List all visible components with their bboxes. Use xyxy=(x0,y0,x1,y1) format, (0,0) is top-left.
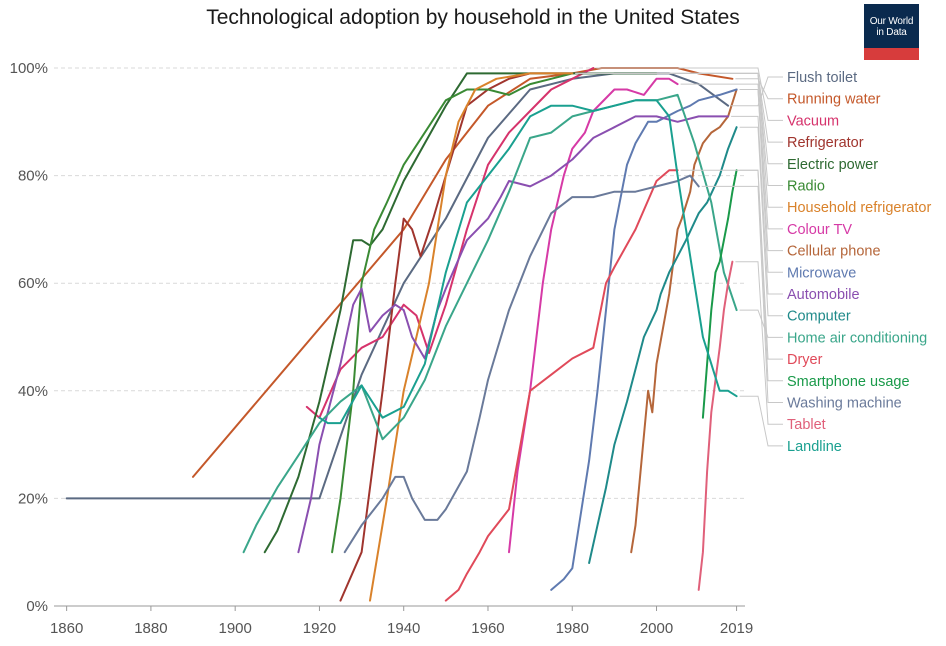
chart-axes: 0% 20% 40% 60% 80% 100% 1860 1880 1900 1920 1940 19… xyxy=(10,60,754,637)
our-world-in-data-logo[interactable]: Our World in Data xyxy=(864,4,919,60)
legend-connector xyxy=(731,76,783,107)
series-line-household-refrigerator[interactable] xyxy=(369,72,574,602)
y-tick-label: 100% xyxy=(10,60,48,77)
series-line-dryer[interactable] xyxy=(444,169,679,602)
x-tick-label: 1860 xyxy=(50,620,83,637)
legend-label-colour-tv[interactable]: Colour TV xyxy=(787,222,852,238)
legend-label-landline[interactable]: Landline xyxy=(787,439,842,455)
logo-text-line2: in Data xyxy=(876,27,907,38)
series-line-running-water[interactable] xyxy=(192,67,734,478)
legend-connectors xyxy=(575,67,783,447)
x-tick-label: 1920 xyxy=(303,620,336,637)
legend-label-running-water[interactable]: Running water xyxy=(787,92,881,108)
x-tick-label: 2019 xyxy=(720,620,753,637)
series-line-automobile[interactable] xyxy=(297,115,730,554)
legend-connector xyxy=(575,72,783,186)
legend-connector xyxy=(680,169,783,360)
y-tick-label: 0% xyxy=(26,598,48,615)
series-line-refrigerator[interactable] xyxy=(339,72,574,602)
y-tick-label: 80% xyxy=(18,168,48,185)
logo-accent-bar xyxy=(864,48,919,60)
series-line-radio[interactable] xyxy=(331,72,574,554)
series-line-washing-machine[interactable] xyxy=(343,174,700,554)
legend-label-smartphone-usage[interactable]: Smartphone usage xyxy=(787,374,910,390)
legend-label-household-refrigerator[interactable]: Household refrigerator xyxy=(787,200,931,216)
legend-connector xyxy=(575,72,783,208)
x-tick-label: 1900 xyxy=(218,620,251,637)
legend-label-dryer[interactable]: Dryer xyxy=(787,352,823,368)
series-line-vacuum[interactable] xyxy=(305,67,595,419)
legend-connector xyxy=(739,89,783,273)
series-line-electric-power[interactable] xyxy=(263,72,658,554)
x-tick-label: 1980 xyxy=(556,620,589,637)
legend-label-microwave[interactable]: Microwave xyxy=(787,265,856,281)
legend-connector xyxy=(739,309,783,338)
logo-text-line1: Our World xyxy=(869,16,914,27)
chart-series xyxy=(65,67,738,602)
legend-label-electric-power[interactable]: Electric power xyxy=(787,157,878,173)
legend-label-flush-toilet[interactable]: Flush toilet xyxy=(787,70,857,86)
legend-label-computer[interactable]: Computer xyxy=(787,309,851,325)
series-line-tablet[interactable] xyxy=(697,260,734,591)
legend-connector xyxy=(739,395,783,447)
legend-connector xyxy=(701,185,783,403)
y-tick-label: 40% xyxy=(18,383,48,400)
legend-label-tablet[interactable]: Tablet xyxy=(787,417,826,433)
legend-connector xyxy=(731,115,783,295)
x-tick-label: 2000 xyxy=(640,620,673,637)
legend-connector xyxy=(596,67,783,121)
y-tick-label: 20% xyxy=(18,490,48,507)
y-tick-label: 60% xyxy=(18,275,48,292)
x-tick-label: 1940 xyxy=(387,620,420,637)
series-line-landline[interactable] xyxy=(318,99,738,425)
series-line-colour-tv[interactable] xyxy=(508,77,679,554)
series-line-microwave[interactable] xyxy=(550,88,738,591)
series-line-flush-toilet[interactable] xyxy=(65,72,730,500)
legend-connector xyxy=(735,78,783,100)
legend-connector xyxy=(739,126,783,317)
series-line-cellular-phone[interactable] xyxy=(630,88,738,554)
legend-label-radio[interactable]: Radio xyxy=(787,179,825,195)
chart-legend: Flush toilet Running water Vacuum Refrigera… xyxy=(787,70,931,455)
chart-title: Technological adoption by household in t… xyxy=(206,6,740,29)
x-tick-label: 1960 xyxy=(471,620,504,637)
series-line-smartphone-usage[interactable] xyxy=(701,169,738,419)
legend-label-cellular-phone[interactable]: Cellular phone xyxy=(787,244,881,260)
legend-label-washing-machine[interactable]: Washing machine xyxy=(787,396,902,412)
legend-label-refrigerator[interactable]: Refrigerator xyxy=(787,135,864,151)
legend-label-home-air-conditioning[interactable]: Home air conditioning xyxy=(787,330,927,346)
series-line-home-air-conditioning[interactable] xyxy=(242,93,738,554)
legend-connector xyxy=(735,261,783,425)
legend-label-automobile[interactable]: Automobile xyxy=(787,287,860,303)
legend-connector xyxy=(739,169,783,382)
series-line-computer[interactable] xyxy=(588,126,738,564)
legend-connector xyxy=(680,83,783,230)
legend-label-vacuum[interactable]: Vacuum xyxy=(787,113,839,129)
x-tick-label: 1880 xyxy=(134,620,167,637)
